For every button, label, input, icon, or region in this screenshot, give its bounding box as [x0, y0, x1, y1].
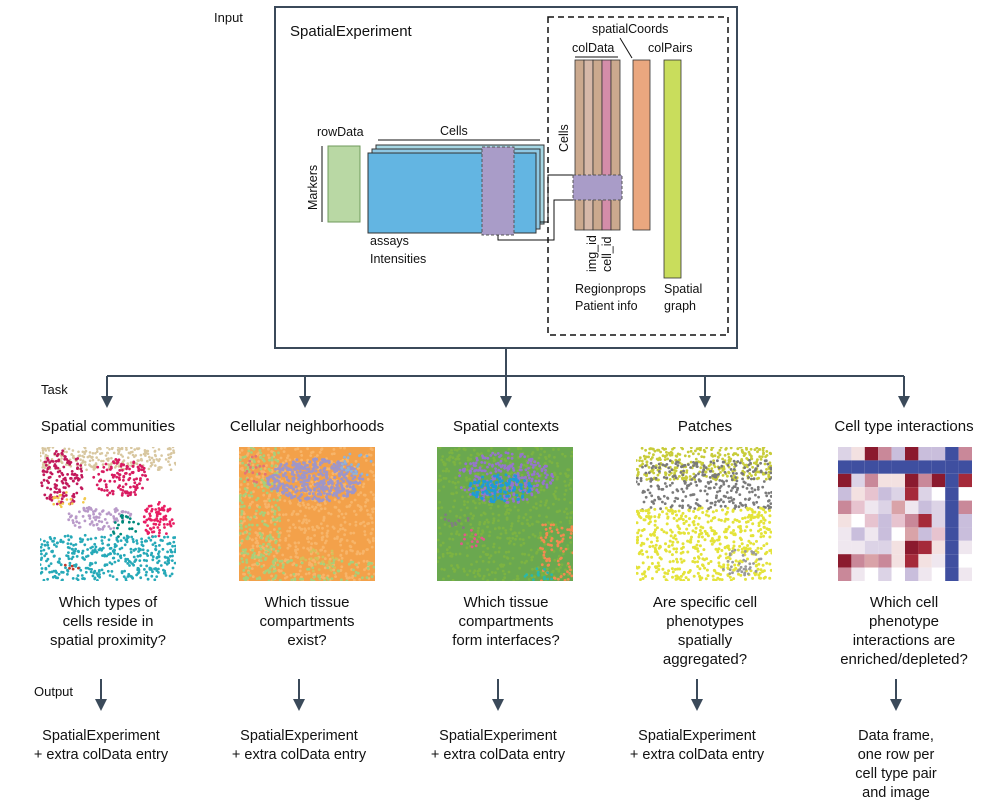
interaction-heatmap [838, 447, 972, 581]
cellular-neighborhoods-image [239, 447, 375, 581]
question-patches: Are specific cell phenotypes spatially a… [653, 594, 757, 668]
output-spatial-contexts: SpatialExperiment + extra colData entry [431, 728, 566, 763]
cells-top-label: Cells [440, 124, 468, 138]
rowdata-label: rowData [317, 125, 364, 139]
input-label: Input [214, 10, 243, 25]
question-cell-type-interactions: Which cell phenotype interactions are en… [840, 594, 968, 668]
spatialcoords-column [632, 59, 651, 231]
output-patches: SpatialExperiment + extra colData entry [630, 728, 765, 763]
assays-label: assays [370, 234, 409, 248]
task-title-cellular-neighborhoods: Cellular neighborhoods [230, 418, 384, 435]
markers-label: Markers [306, 165, 320, 210]
patches-image [636, 447, 772, 581]
spatialcoords-label: spatialCoords [592, 22, 668, 36]
output-label: Output [34, 684, 73, 699]
colpairs-label: colPairs [648, 41, 692, 55]
graph-label: graph [664, 299, 696, 313]
spatial-communities-image [40, 447, 176, 581]
output-spatial-communities: SpatialExperiment + extra colData entry [34, 728, 169, 763]
coldata-columns [574, 59, 621, 231]
cell-id-label: cell_id [600, 237, 614, 272]
selected-cells-highlight [481, 146, 515, 236]
task-title-patches: Patches [678, 418, 732, 435]
question-cellular-neighborhoods: Which tissue compartments exist? [259, 594, 354, 649]
output-cellular-neighborhoods: SpatialExperiment + extra colData entry [232, 728, 367, 763]
task-title-spatial-contexts: Spatial contexts [453, 418, 559, 435]
regionprops-label: Regionprops [575, 282, 646, 296]
intensities-label: Intensities [370, 252, 426, 266]
task-title-spatial-communities: Spatial communities [41, 418, 175, 435]
question-spatial-communities: Which types of cells reside in spatial p… [50, 594, 166, 649]
task-arrows [101, 376, 910, 408]
cells-side-label: Cells [557, 124, 571, 152]
img-id-label: img_id [585, 235, 599, 272]
task-title-cell-type-interactions: Cell type interactions [834, 418, 973, 435]
coldata-dashed-region [547, 16, 729, 336]
spatial-contexts-image [437, 447, 573, 581]
spatial-label: Spatial [664, 282, 702, 296]
spatialexperiment-title: SpatialExperiment [290, 23, 413, 40]
coldata-label: colData [572, 41, 614, 55]
patient-info-label: Patient info [575, 299, 638, 313]
output-arrows [95, 679, 902, 711]
connector-line [497, 199, 574, 241]
rowdata-block [327, 145, 361, 223]
coldata-cells-highlight [572, 174, 623, 201]
question-spatial-contexts: Which tissue compartments form interface… [452, 594, 560, 649]
colpairs-column [663, 59, 682, 279]
output-cell-type-interactions: Data frame, one row per cell type pair a… [855, 728, 937, 801]
task-label: Task [41, 382, 68, 397]
